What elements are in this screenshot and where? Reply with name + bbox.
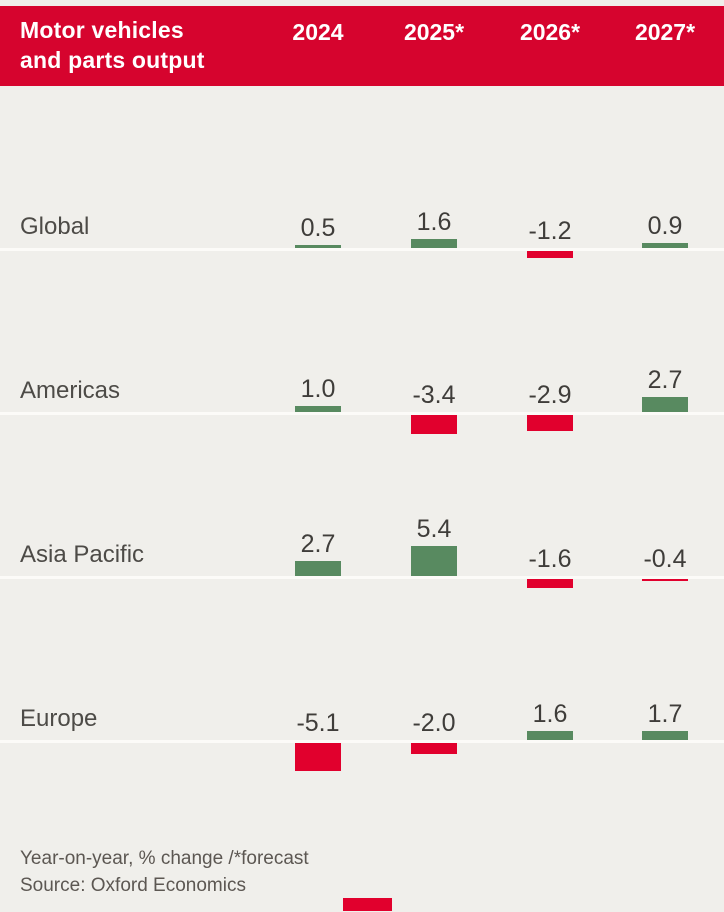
bar-value-label: -2.9 xyxy=(528,381,572,409)
chart-header: Motor vehicles and parts output 2024 202… xyxy=(0,6,724,86)
negative-bar xyxy=(411,415,457,434)
bar-value-label: -3.4 xyxy=(412,381,456,409)
bar-value-label: 1.0 xyxy=(300,375,336,403)
footer-source: Source: Oxford Economics xyxy=(20,875,246,896)
row-label: Global xyxy=(20,213,90,240)
column-header-2025: 2025* xyxy=(403,19,465,45)
positive-bar xyxy=(411,239,457,248)
positive-bar xyxy=(642,397,688,412)
bar-value-label: 5.4 xyxy=(416,515,452,543)
zero-baseline xyxy=(0,412,724,415)
row-label: Asia Pacific xyxy=(20,541,145,568)
row-label: Europe xyxy=(20,705,98,732)
positive-bar xyxy=(642,731,688,740)
chart-footer: Year-on-year, % change /*forecast Source… xyxy=(20,845,309,899)
column-header-2026: 2026* xyxy=(519,19,581,45)
zero-baseline xyxy=(0,248,724,251)
zero-baseline xyxy=(0,576,724,579)
column-header-2024: 2024 xyxy=(292,19,344,45)
chart-row: Asia Pacific 2.7 5.4 -1.6 -0.4 xyxy=(0,416,724,588)
chart-row: Europe -5.1 -2.0 1.6 1.7 xyxy=(0,580,724,771)
positive-bar xyxy=(295,561,341,576)
zero-baseline xyxy=(0,740,724,743)
chart-row: Global 0.5 1.6 -1.2 0.9 xyxy=(0,88,724,258)
bar-value-label: -2.0 xyxy=(412,709,456,737)
bar-value-label: -1.6 xyxy=(528,545,572,573)
bar-value-label: 0.5 xyxy=(300,214,336,242)
bar-value-label: -0.4 xyxy=(643,545,687,573)
bar-value-label: 1.7 xyxy=(647,700,683,728)
bar-value-label: 1.6 xyxy=(416,208,452,236)
positive-bar xyxy=(527,731,573,740)
bar-value-label: 0.9 xyxy=(647,212,683,240)
positive-bar xyxy=(411,546,457,576)
bar-value-label: -5.1 xyxy=(296,709,340,737)
chart-title-line1: Motor vehicles xyxy=(20,17,184,43)
bar-value-label: -1.2 xyxy=(528,217,572,245)
positive-bar xyxy=(295,245,341,248)
negative-bar xyxy=(411,743,457,754)
column-header-2027: 2027* xyxy=(634,19,696,45)
bar-value-label: 2.7 xyxy=(647,366,683,394)
negative-bar xyxy=(527,415,573,431)
positive-bar xyxy=(295,406,341,412)
red-watermark xyxy=(343,898,392,911)
negative-bar xyxy=(642,579,688,581)
chart-row: Americas 1.0 -3.4 -2.9 2.7 xyxy=(0,252,724,434)
positive-bar xyxy=(642,243,688,248)
chart-title-line2: and parts output xyxy=(20,47,205,73)
chart-rows: Global 0.5 1.6 -1.2 0.9 Americas 1.0 -3.4 -2.9 2.… xyxy=(0,88,724,771)
bar-value-label: 1.6 xyxy=(532,700,568,728)
negative-bar xyxy=(295,743,341,771)
negative-bar xyxy=(527,251,573,258)
footer-note: Year-on-year, % change /*forecast xyxy=(20,848,309,869)
chart-title: Motor vehicles and parts output xyxy=(20,15,205,75)
bar-value-label: 2.7 xyxy=(300,530,336,558)
negative-bar xyxy=(527,579,573,588)
row-label: Americas xyxy=(20,377,121,404)
